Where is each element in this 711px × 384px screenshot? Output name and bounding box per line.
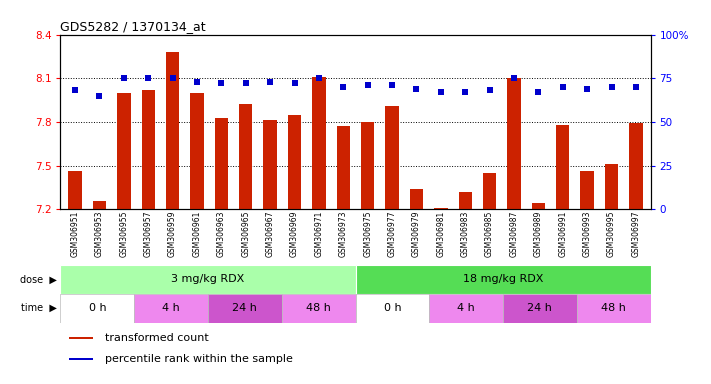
Point (606, 84, 617, 90)
Bar (385, 106, 399, 209)
Point (459, 89, 471, 95)
Text: 24 h: 24 h (232, 303, 257, 313)
Point (167, 75, 178, 81)
Point (215, 80, 227, 86)
Point (240, 80, 252, 86)
Text: 0 h: 0 h (383, 303, 401, 313)
Bar (60, 294, 134, 323)
Bar (60, 265, 356, 294)
Point (484, 88, 496, 94)
Text: transformed count: transformed count (105, 333, 208, 343)
Point (533, 89, 544, 95)
Point (118, 75, 129, 81)
Bar (69, 358, 93, 359)
Bar (459, 192, 472, 209)
Text: percentile rank within the sample: percentile rank within the sample (105, 354, 292, 364)
Bar (556, 125, 570, 209)
Bar (282, 294, 356, 323)
Text: time  ▶: time ▶ (21, 303, 57, 313)
Text: 4 h: 4 h (457, 303, 475, 313)
Text: GDS5282 / 1370134_at: GDS5282 / 1370134_at (60, 20, 206, 33)
Bar (577, 294, 651, 323)
Bar (605, 164, 619, 209)
Text: 48 h: 48 h (602, 303, 626, 313)
Text: 48 h: 48 h (306, 303, 331, 313)
Point (557, 84, 569, 90)
Point (411, 86, 422, 92)
Bar (264, 121, 277, 209)
Bar (532, 204, 545, 209)
Bar (191, 93, 203, 209)
Bar (134, 294, 208, 323)
Bar (141, 90, 155, 209)
Point (94, 93, 105, 99)
Bar (68, 171, 82, 209)
Bar (92, 200, 106, 209)
Text: 4 h: 4 h (162, 303, 180, 313)
Bar (434, 208, 447, 209)
Bar (215, 118, 228, 209)
Bar (69, 337, 93, 339)
Point (191, 79, 203, 85)
Bar (356, 294, 429, 323)
Bar (361, 122, 375, 209)
Bar (336, 126, 350, 209)
Text: 24 h: 24 h (528, 303, 552, 313)
Point (289, 80, 300, 86)
Point (582, 86, 593, 92)
Text: dose  ▶: dose ▶ (20, 274, 57, 285)
Point (508, 75, 520, 81)
Text: 3 mg/kg RDX: 3 mg/kg RDX (171, 274, 245, 285)
Bar (508, 78, 520, 209)
Point (338, 84, 349, 90)
Bar (410, 189, 423, 209)
Point (264, 79, 276, 85)
Bar (356, 265, 651, 294)
Bar (483, 173, 496, 209)
Bar (629, 123, 643, 209)
Bar (312, 77, 326, 209)
Bar (117, 93, 131, 209)
Text: 0 h: 0 h (88, 303, 106, 313)
Point (314, 75, 325, 81)
Bar (239, 104, 252, 209)
Bar (429, 294, 503, 323)
Bar (288, 115, 301, 209)
Bar (503, 294, 577, 323)
Point (435, 89, 447, 95)
Point (70, 88, 81, 94)
Bar (166, 52, 179, 209)
Point (142, 75, 154, 81)
Point (362, 82, 373, 88)
Point (630, 84, 641, 90)
Bar (580, 171, 594, 209)
Bar (208, 294, 282, 323)
Text: 18 mg/kg RDX: 18 mg/kg RDX (463, 274, 543, 285)
Point (386, 82, 397, 88)
